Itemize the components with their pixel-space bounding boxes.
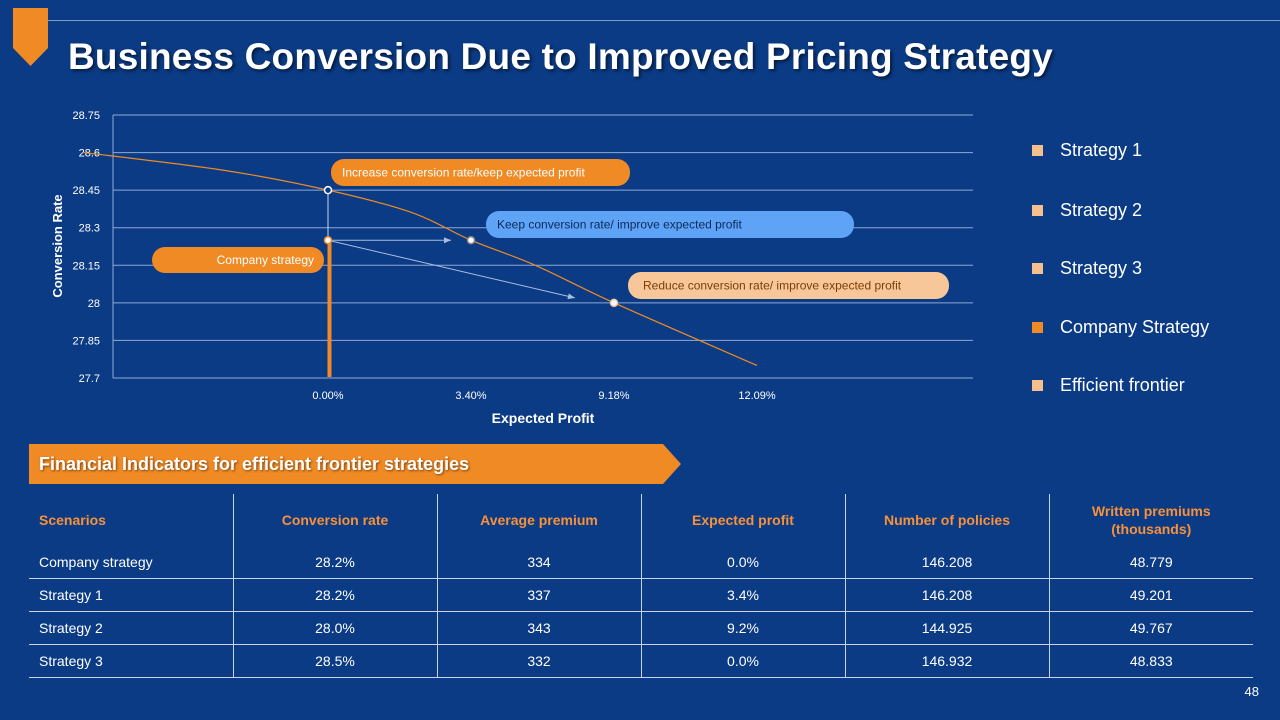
table-row: Strategy 3 28.5% 332 0.0% 146.932 48.833 (29, 644, 1253, 678)
x-tick-label: 3.40% (455, 390, 486, 402)
y-tick-label: 28.45 (72, 185, 100, 197)
y-axis-title: Conversion Rate (50, 194, 65, 297)
indicators-banner: Financial Indicators for efficient front… (29, 444, 681, 484)
page-number: 48 (1244, 684, 1259, 699)
x-tick-label: 12.09% (738, 390, 776, 402)
cell-expected-profit: 0.0% (640, 546, 845, 579)
cell-number-of-policies: 144.925 (844, 611, 1049, 645)
cell-expected-profit: 9.2% (640, 611, 845, 645)
cell-conversion-rate: 28.5% (232, 644, 437, 678)
callout-increase-conversion-box (331, 159, 630, 186)
legend-swatch (1032, 205, 1043, 216)
callout-keep-conversion-text: Keep conversion rate/ improve expected p… (497, 218, 742, 232)
cell-number-of-policies: 146.208 (844, 546, 1049, 579)
cell-number-of-policies: 146.208 (844, 578, 1049, 612)
diagonal-arrow (327, 239, 576, 300)
cell-conversion-rate: 28.2% (232, 546, 437, 579)
bookmark-icon (13, 8, 48, 66)
legend-label: Efficient frontier (1060, 375, 1185, 395)
legend-item-efficient-frontier: Efficient frontier (1032, 375, 1185, 396)
table-row: Strategy 2 28.0% 343 9.2% 144.925 49.767 (29, 611, 1253, 645)
legend-item-strategy-2: Strategy 2 (1032, 200, 1142, 221)
legend-label: Strategy 1 (1060, 140, 1143, 160)
cell-written-premiums: 49.201 (1048, 578, 1253, 612)
table-header-row: Scenarios Conversion rate Average premiu… (29, 494, 1253, 546)
y-tick-label: 28 (88, 298, 100, 310)
y-tick-label: 27.85 (72, 335, 100, 347)
legend-swatch (1032, 322, 1043, 333)
cell-scenario: Strategy 2 (29, 611, 233, 645)
header-scenarios: Scenarios (39, 512, 106, 528)
cell-scenario: Strategy 1 (29, 578, 233, 612)
y-tick-label: 28.75 (72, 110, 100, 122)
header-written-premiums: Written premiums (thousands) (1048, 494, 1253, 546)
legend-swatch (1032, 145, 1043, 156)
cell-expected-profit: 0.0% (640, 644, 845, 678)
header-expected-profit: Expected profit (640, 494, 845, 546)
cell-average-premium: 343 (436, 611, 641, 645)
slide-title: Business Conversion Due to Improved Pric… (68, 36, 1053, 77)
cell-expected-profit: 3.4% (640, 578, 845, 612)
cell-average-premium: 334 (436, 546, 641, 579)
cell-written-premiums: 48.779 (1048, 546, 1253, 579)
callout-company-strategy-text: Company strategy (217, 253, 314, 267)
strategy-2-point (609, 298, 619, 308)
cell-written-premiums: 48.833 (1048, 644, 1253, 678)
financial-indicators-table: Scenarios Conversion rate Average premiu… (29, 494, 1253, 678)
x-tick-label: 9.18% (598, 390, 629, 402)
legend-item-company-strategy: Company Strategy (1032, 317, 1209, 338)
table-row: Strategy 1 28.2% 337 3.4% 146.208 49.201 (29, 578, 1253, 612)
cell-average-premium: 337 (436, 578, 641, 612)
table-row: Company strategy 28.2% 334 0.0% 146.208 … (29, 546, 1253, 579)
header-conversion-rate: Conversion rate (232, 494, 437, 546)
top-rule (48, 20, 1280, 21)
callout-reduce-conversion-box (628, 272, 949, 299)
x-tick-label: 0.00% (312, 390, 343, 402)
legend-label: Strategy 2 (1060, 200, 1143, 220)
cell-scenario: Strategy 3 (29, 644, 233, 678)
cell-conversion-rate: 28.2% (232, 578, 437, 612)
legend-item-strategy-3: Strategy 3 (1032, 258, 1142, 279)
x-axis-title: Expected Profit (492, 410, 595, 426)
company-strategy-point (323, 235, 333, 245)
banner-arrow-shape (29, 444, 681, 484)
y-tick-label: 28.15 (72, 260, 100, 272)
callout-company-strategy-box (152, 247, 324, 273)
legend-swatch (1032, 380, 1043, 391)
header-number-of-policies: Number of policies (844, 494, 1049, 546)
legend-swatch (1032, 263, 1043, 274)
banner-title: Financial Indicators for efficient front… (39, 454, 470, 474)
cell-scenario: Company strategy (29, 546, 233, 579)
y-tick-label: 27.7 (79, 373, 100, 385)
strategy-1-point (466, 235, 476, 245)
cell-average-premium: 332 (436, 644, 641, 678)
cell-number-of-policies: 146.932 (844, 644, 1049, 678)
callout-increase-conversion-text: Increase conversion rate/keep expected p… (342, 166, 585, 180)
legend-label: Strategy 3 (1060, 258, 1143, 278)
strategy-3-point (323, 185, 333, 195)
y-tick-label: 28.3 (79, 223, 100, 235)
header-average-premium: Average premium (436, 494, 641, 546)
legend-item-strategy-1: Strategy 1 (1032, 140, 1142, 161)
callout-keep-conversion-box (486, 211, 854, 238)
legend-label: Company Strategy (1060, 317, 1210, 337)
cell-written-premiums: 49.767 (1048, 611, 1253, 645)
cell-conversion-rate: 28.0% (232, 611, 437, 645)
callout-reduce-conversion-text: Reduce conversion rate/ improve expected… (643, 279, 902, 293)
